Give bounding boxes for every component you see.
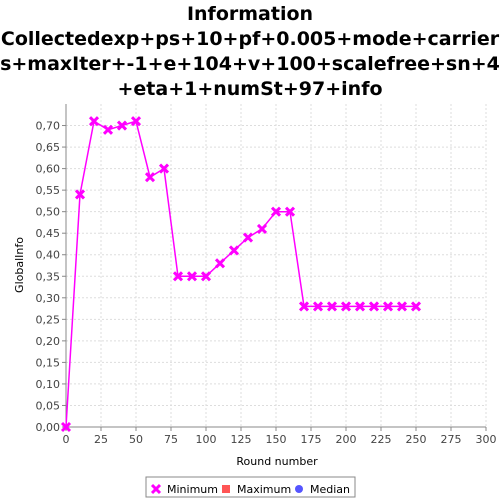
- legend-label-minimum: Minimum: [167, 483, 218, 496]
- data-point: [368, 301, 380, 312]
- data-point: [130, 116, 142, 127]
- y-tick-label: 0,45: [36, 227, 61, 240]
- y-tick-label: 0,70: [36, 120, 61, 133]
- x-tick-label: 200: [336, 433, 357, 446]
- data-point: [382, 301, 394, 312]
- data-point: [354, 301, 366, 312]
- data-point: [214, 258, 226, 269]
- y-tick-label: 0,35: [36, 270, 61, 283]
- data-point: [270, 206, 282, 217]
- y-tick-label: 0,65: [36, 141, 61, 154]
- y-tick-label: 0,60: [36, 163, 61, 176]
- data-point: [60, 421, 72, 433]
- legend-marker-median: [295, 485, 303, 493]
- y-tick-label: 0,55: [36, 184, 61, 197]
- data-point: [88, 116, 100, 127]
- legend-box: [145, 476, 356, 498]
- legend-label-median: Median: [310, 483, 350, 496]
- x-tick-label: 100: [196, 433, 217, 446]
- legend: Minimum Maximum Median: [145, 476, 356, 498]
- data-point: [74, 189, 86, 200]
- legend-marker-minimum: [150, 483, 162, 495]
- data-point: [410, 301, 422, 312]
- y-tick-label: 0,15: [36, 356, 61, 369]
- data-point: [340, 301, 352, 312]
- x-tick-label: 300: [476, 433, 497, 446]
- data-point: [284, 206, 296, 217]
- data-point: [200, 271, 212, 282]
- x-tick-label: 150: [266, 433, 287, 446]
- data-point: [396, 301, 408, 312]
- y-tick-label: 0,20: [36, 335, 61, 348]
- y-tick-label: 0,05: [36, 399, 61, 412]
- x-tick-label: 275: [441, 433, 462, 446]
- x-tick-label: 175: [301, 433, 322, 446]
- y-axis-label: GlobalInfo: [13, 237, 26, 293]
- y-tick-label: 0,25: [36, 313, 61, 326]
- data-point: [256, 223, 268, 234]
- data-point: [242, 232, 254, 243]
- chart-title: Information Collectedexp+ps+10+pf+0.005+…: [0, 3, 500, 100]
- x-tick-label: 50: [129, 433, 143, 446]
- axes: [62, 104, 487, 431]
- x-tick-label: 75: [164, 433, 178, 446]
- y-tick-label: 0,40: [36, 249, 61, 262]
- data-point: [326, 301, 338, 312]
- data-point: [144, 172, 156, 183]
- data-point: [116, 120, 128, 131]
- x-tick-label: 225: [371, 433, 392, 446]
- x-tick-label: 250: [406, 433, 427, 446]
- y-tick-label: 0,50: [36, 206, 61, 219]
- y-tick-label: 0,10: [36, 378, 61, 391]
- data-point: [186, 271, 198, 282]
- x-axis-label: Round number: [236, 455, 318, 468]
- legend-marker-maximum: [222, 485, 230, 493]
- data-point: [312, 301, 324, 312]
- data-point: [102, 124, 114, 135]
- y-tick-label: 0,00: [36, 421, 61, 434]
- data-point: [172, 271, 184, 282]
- series: [60, 116, 422, 433]
- x-tick-label: 0: [63, 433, 70, 446]
- data-point: [298, 301, 310, 312]
- y-tick-label: 0,30: [36, 292, 61, 305]
- data-point: [228, 245, 240, 256]
- data-point: [158, 163, 170, 174]
- tick-labels: 0,00 0,05 0,10 0,15 0,20 0,25 0,30 0,35 0,40 0,45…: [36, 120, 497, 446]
- x-tick-label: 25: [94, 433, 108, 446]
- x-tick-label: 125: [231, 433, 252, 446]
- legend-label-maximum: Maximum: [237, 483, 291, 496]
